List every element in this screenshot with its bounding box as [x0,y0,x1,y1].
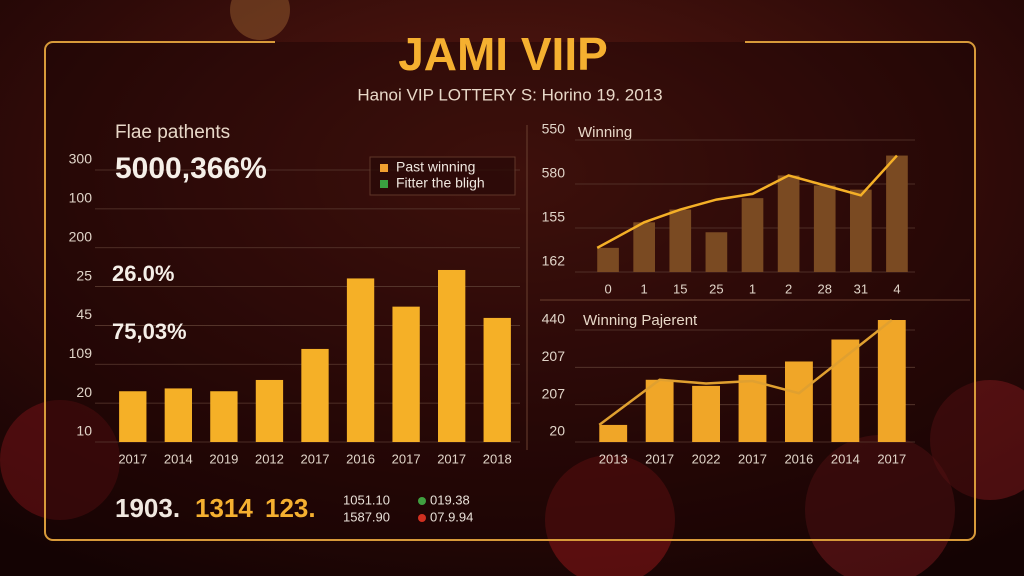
x-tick-label: 0 [604,281,611,296]
x-tick-label: 2017 [645,451,674,466]
bar [777,175,800,272]
y-label: 25 [76,267,92,283]
y-label: 200 [69,228,93,244]
x-tick-label: 2022 [692,451,721,466]
x-tick-label: 1 [641,281,648,296]
x-tick-label: 2017 [392,451,421,466]
light [230,0,290,40]
x-tick-label: 31 [854,281,868,296]
chip [930,380,1024,500]
bar [813,185,836,272]
legend-label: Past winning [396,159,475,175]
bar [741,198,764,272]
x-tick-label: 2017 [738,451,767,466]
y-label: 162 [542,253,566,269]
x-tick-label: 15 [673,281,687,296]
bar [599,424,628,442]
x-tick-label: 25 [709,281,723,296]
x-tick-label: 2017 [118,451,147,466]
y-label: 109 [69,345,93,361]
y-label: 45 [76,306,92,322]
x-tick-label: 2016 [784,451,813,466]
x-tick-label: 2017 [877,451,906,466]
x-tick-label: 2017 [437,451,466,466]
y-label: 300 [69,151,93,167]
x-tick-label: 28 [817,281,831,296]
bar [301,348,329,442]
annotation: 26.0% [112,261,174,286]
bar [483,317,511,442]
y-label: 100 [69,190,93,206]
line [598,319,893,426]
line [596,154,898,249]
y-label: 550 [542,121,566,137]
x-tick-label: 2014 [831,451,860,466]
y-label: 207 [542,348,566,364]
y-label: 10 [76,423,92,439]
bar [164,388,192,442]
stat-dot [418,497,426,505]
x-tick-label: 2014 [164,451,193,466]
stat-small: 019.38 [430,492,470,507]
chip [0,400,120,520]
y-label: 20 [76,384,92,400]
x-tick-label: 1 [749,281,756,296]
x-tick-label: 2016 [346,451,375,466]
chip [545,455,675,576]
x-tick-label: 2 [785,281,792,296]
bar [669,209,692,272]
legend-label: Fitter the bligh [396,175,485,191]
stat-dot [418,514,426,522]
bar [886,155,908,272]
headline: 5000,366% [115,152,267,185]
legend-box [369,156,516,196]
bar [633,222,655,272]
bar [255,379,284,442]
bar [850,189,872,272]
bar [705,232,728,272]
stat-value: 1314 [195,493,253,523]
y-label: 155 [542,209,566,225]
bar [738,374,767,442]
y-label: 207 [542,385,566,401]
bar [645,379,674,442]
legend-swatch [380,180,388,188]
stat-value: 1903. [115,493,180,523]
y-label: 20 [549,423,565,439]
bar [597,247,619,272]
chart-title: Winning Pajerent [583,312,698,329]
legend-swatch [380,164,388,172]
bar [119,391,147,442]
title: JAMI VIIP [398,28,608,80]
x-tick-label: 2017 [301,451,330,466]
y-label: 440 [542,311,566,327]
bar [831,339,860,442]
bar [692,385,720,442]
bar [438,269,466,442]
x-tick-label: 2018 [483,451,512,466]
bar [346,278,375,442]
subtitle: Hanoi VIP LOTTERY S: Horino 19. 2013 [357,85,662,104]
bar [877,320,906,442]
panel-border [44,41,976,541]
chart-title: Flae pathents [115,122,230,143]
bar [785,361,813,442]
stat-value: 123. [265,493,316,523]
y-label: 580 [542,165,566,181]
bar [392,306,420,442]
chart-title: Winning [578,124,632,141]
stat-small: 1587.90 [343,509,390,524]
x-tick-label: 2013 [599,451,628,466]
stat-small: 1051.10 [343,492,390,507]
bar [210,391,238,442]
annotation: 75,03% [112,319,187,344]
stat-small: 07.9.94 [430,509,473,524]
x-tick-label: 4 [893,281,900,296]
x-tick-label: 2019 [209,451,238,466]
x-tick-label: 2012 [255,451,284,466]
